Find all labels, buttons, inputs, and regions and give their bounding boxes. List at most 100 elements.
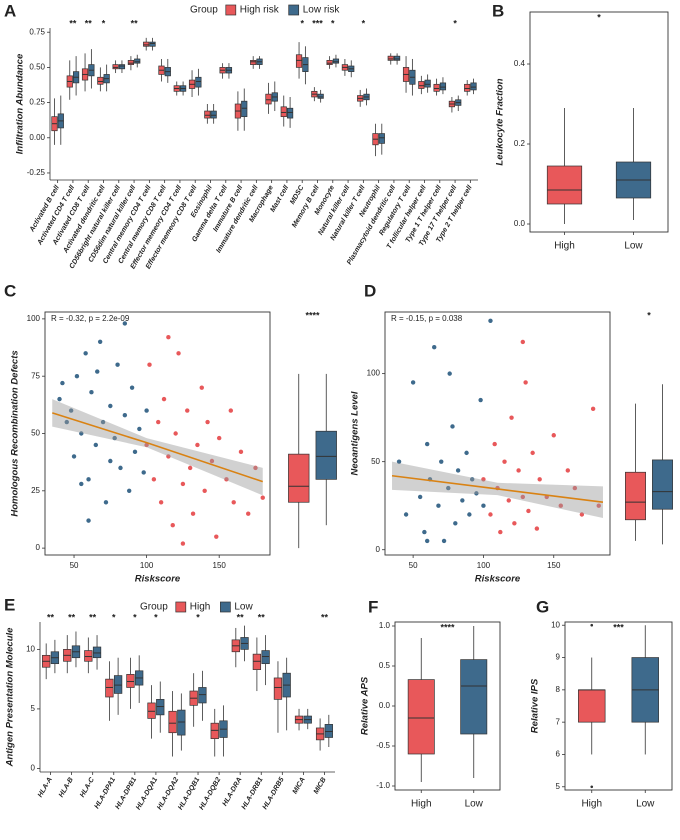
confidence-band <box>392 461 603 519</box>
y-tick-label: 0.0 <box>379 701 391 710</box>
y-axis-label: Relative IPS <box>530 678 541 733</box>
point <box>122 412 128 418</box>
panel-label: E <box>4 595 15 614</box>
x-tick-label: HLA-B <box>58 776 75 798</box>
x-axis-label: Riskscore <box>135 574 181 585</box>
box <box>143 41 150 47</box>
box <box>252 653 262 670</box>
point <box>565 468 571 473</box>
box <box>378 133 385 144</box>
plot-frame <box>44 311 271 556</box>
box <box>433 83 440 92</box>
y-tick-label: -1.0 <box>376 781 390 790</box>
point <box>202 488 207 494</box>
point <box>141 470 146 475</box>
y-tick-label: 25 <box>31 486 40 495</box>
point <box>86 477 91 482</box>
legend-label: Low <box>234 602 253 613</box>
box <box>195 76 202 88</box>
point <box>224 477 229 482</box>
x-tick-label: HLA-DRB5 <box>262 776 286 811</box>
y-tick-label: 50 <box>31 429 40 438</box>
y-tick-label: 0.2 <box>514 139 526 148</box>
point <box>432 345 437 350</box>
point <box>498 529 503 535</box>
point <box>596 503 601 508</box>
y-axis-label: Homologous Recombination Defects <box>10 350 21 516</box>
point <box>112 435 117 441</box>
significance: *** <box>312 18 323 28</box>
point <box>144 408 149 413</box>
point <box>455 468 461 473</box>
point <box>108 458 113 464</box>
plot-frame <box>384 311 611 556</box>
point <box>115 362 120 367</box>
point <box>93 442 99 448</box>
point <box>205 419 210 425</box>
box <box>418 81 425 89</box>
y-tick-label: 7 <box>556 717 561 726</box>
point <box>469 477 475 482</box>
box <box>652 459 673 510</box>
y-axis-label: Relative APS <box>360 676 371 735</box>
box <box>149 41 156 47</box>
y-tick-label: 0 <box>36 543 41 552</box>
significance: * <box>112 612 116 622</box>
point <box>450 424 455 429</box>
point <box>453 521 458 526</box>
box <box>127 60 135 65</box>
significance: ** <box>89 612 97 622</box>
point <box>187 465 193 471</box>
y-axis-label: Neoantigens Level <box>350 391 361 475</box>
point <box>246 511 251 516</box>
box <box>84 650 93 662</box>
point <box>147 362 152 367</box>
box <box>250 60 257 65</box>
point <box>467 512 472 517</box>
point <box>132 449 138 455</box>
point <box>238 449 244 455</box>
point <box>151 477 157 482</box>
y-tick-label: 0.75 <box>29 27 45 36</box>
y-tick-label: 75 <box>31 371 40 380</box>
y-tick-label: -0.5 <box>376 741 390 750</box>
significance: * <box>362 18 366 28</box>
point <box>488 512 493 517</box>
confidence-band <box>52 399 263 496</box>
box <box>288 453 310 503</box>
point <box>520 339 526 345</box>
y-tick-label: 0 <box>31 764 36 773</box>
significance: ** <box>47 612 55 622</box>
point <box>422 529 427 535</box>
x-tick-label: 150 <box>547 561 561 570</box>
box <box>424 79 431 88</box>
box <box>286 107 294 119</box>
x-tick-label: Low <box>465 799 484 810</box>
y-tick-label: 0.0 <box>514 219 526 228</box>
x-tick-label: 150 <box>213 561 227 570</box>
box <box>147 702 156 719</box>
fit-line <box>391 474 604 503</box>
legend-swatch <box>220 601 231 613</box>
box <box>204 110 211 119</box>
outlier <box>590 785 594 789</box>
box <box>112 64 119 70</box>
point <box>100 419 106 425</box>
point <box>166 335 171 340</box>
box <box>92 646 102 659</box>
significance: * <box>597 12 601 22</box>
box <box>439 82 447 91</box>
x-tick-label: HLA-DQB1 <box>177 776 201 811</box>
point <box>481 477 486 482</box>
point <box>439 459 444 464</box>
point <box>176 351 181 356</box>
point <box>195 442 200 448</box>
point <box>446 485 451 491</box>
box <box>460 659 488 735</box>
y-tick-label: 0.50 <box>29 63 45 72</box>
box <box>177 709 186 736</box>
legend-title: Group <box>190 5 218 16</box>
significance: * <box>102 18 106 28</box>
x-tick-label: 100 <box>477 561 491 570</box>
point <box>97 339 103 345</box>
